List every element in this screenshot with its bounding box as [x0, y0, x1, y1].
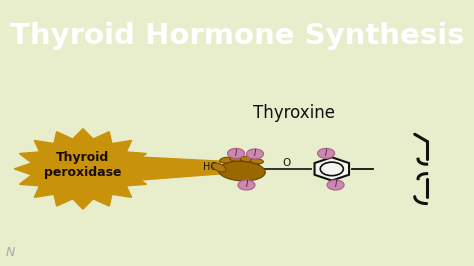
Circle shape	[318, 148, 335, 158]
Circle shape	[228, 148, 245, 158]
Text: I: I	[335, 181, 337, 189]
Polygon shape	[112, 156, 220, 182]
Text: Thyroxine: Thyroxine	[253, 105, 335, 122]
Polygon shape	[14, 129, 152, 209]
Ellipse shape	[219, 157, 234, 163]
Text: I: I	[246, 181, 247, 189]
Text: O: O	[283, 158, 291, 168]
Text: HO: HO	[202, 162, 218, 172]
Text: Thyroid Hormone Synthesis: Thyroid Hormone Synthesis	[9, 22, 465, 50]
Ellipse shape	[240, 156, 255, 162]
Ellipse shape	[212, 163, 226, 172]
Circle shape	[246, 149, 264, 159]
Text: I: I	[235, 149, 237, 158]
Circle shape	[327, 180, 344, 190]
Text: N: N	[6, 246, 15, 259]
Text: I: I	[254, 149, 256, 159]
Circle shape	[238, 180, 255, 190]
Ellipse shape	[250, 159, 264, 164]
Polygon shape	[225, 157, 259, 181]
Polygon shape	[315, 157, 349, 181]
Ellipse shape	[218, 161, 265, 181]
Ellipse shape	[230, 156, 244, 161]
Text: Thyroid
peroxidase: Thyroid peroxidase	[44, 151, 122, 179]
Text: I: I	[325, 149, 327, 158]
